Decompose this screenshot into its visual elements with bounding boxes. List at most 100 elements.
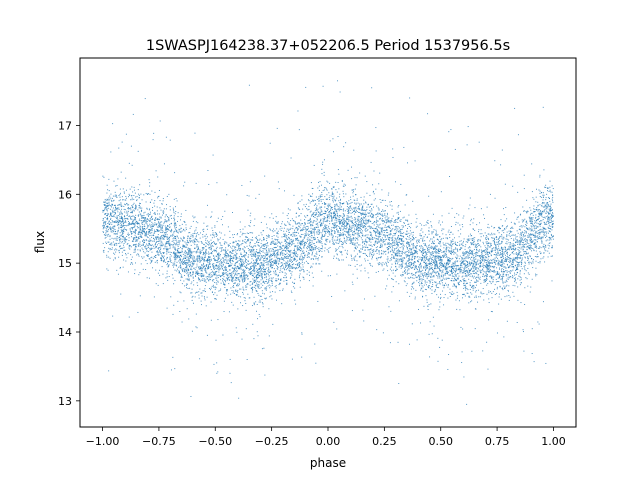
data-point [307,245,309,247]
data-point [457,241,459,243]
data-point [427,247,429,249]
data-point [336,209,338,211]
data-point [511,266,513,268]
data-point [194,292,196,294]
data-point [312,257,314,259]
data-point [369,231,371,233]
data-point [246,232,248,234]
data-point [506,238,508,240]
data-point [517,253,519,255]
data-point [552,215,554,217]
data-point [384,199,386,201]
data-point [196,233,198,235]
data-point [534,235,536,237]
data-point [463,287,465,289]
data-point [189,256,191,258]
data-point [436,275,438,277]
data-point [172,277,174,279]
data-point [176,241,178,243]
data-point [428,271,430,273]
data-point [106,234,108,236]
data-point [532,262,534,264]
data-point [496,248,498,250]
data-point [355,228,357,230]
data-point [177,245,179,247]
data-point [547,226,549,228]
data-point [424,243,426,245]
data-point [331,238,333,240]
data-point [460,233,462,235]
data-point [453,266,455,268]
data-point [296,231,298,233]
data-point [506,226,508,228]
data-point [316,213,318,215]
data-point [416,276,418,278]
data-point [290,290,292,292]
data-point [280,262,282,264]
data-point [245,242,247,244]
data-point [269,291,271,293]
data-point [331,223,333,225]
data-point [339,214,341,216]
data-point [249,251,251,253]
data-point [313,204,315,206]
data-point [189,252,191,254]
data-point [130,246,132,248]
data-point [186,273,188,275]
data-point [399,253,401,255]
data-point [141,217,143,219]
data-point [154,217,156,219]
data-point [205,271,207,273]
data-point [378,208,380,210]
data-point [156,236,158,238]
data-point [106,215,108,217]
data-point [222,273,224,275]
data-point [103,222,105,224]
data-point [254,264,256,266]
data-point [188,250,190,251]
data-point [373,170,375,172]
data-point [478,276,480,278]
data-point [252,265,254,267]
data-point [473,267,475,269]
data-point [266,253,268,255]
data-point [328,204,330,206]
data-point [426,253,428,255]
data-point [127,206,129,208]
data-point [496,243,498,245]
data-point [224,267,226,269]
data-point [541,213,543,215]
data-point [222,281,224,283]
data-point [421,228,423,230]
data-point [387,270,389,272]
data-point [210,216,212,218]
data-point [458,214,460,216]
data-point [231,278,233,280]
data-point [534,234,536,236]
data-point [316,247,318,249]
data-point [310,265,312,267]
data-point [475,267,477,269]
data-point [400,243,402,245]
data-point [414,274,416,276]
data-point [414,265,416,267]
data-point [444,274,446,276]
data-point [295,228,297,230]
data-point [412,254,414,256]
data-point [117,221,119,223]
data-point [416,280,418,282]
data-point [334,217,336,219]
data-point [395,221,397,223]
data-point [342,185,344,187]
data-point [223,249,225,251]
data-point [552,238,554,240]
data-point [312,228,314,230]
data-point [410,249,412,251]
data-point [378,236,380,238]
data-point [349,209,351,211]
data-point [372,215,374,217]
data-point [290,234,292,236]
data-point [194,238,196,240]
data-point [253,302,255,304]
data-point [452,233,454,235]
